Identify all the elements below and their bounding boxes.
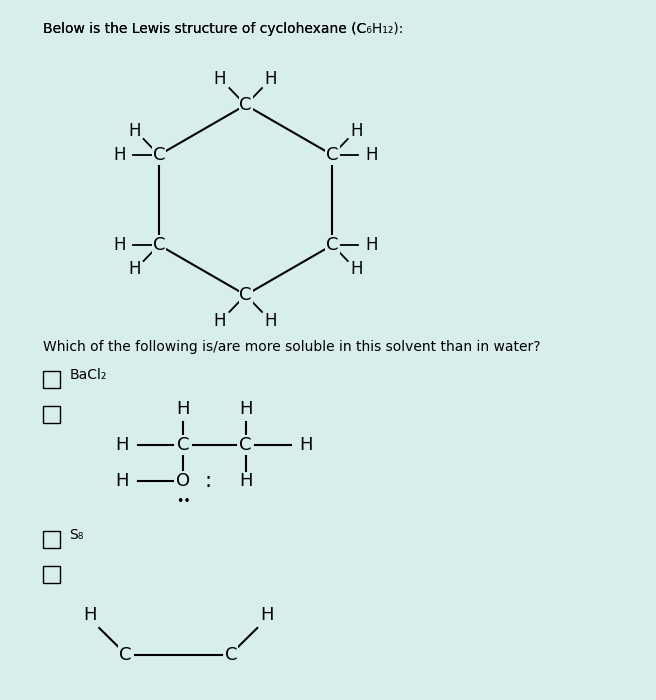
Text: H: H <box>300 436 313 454</box>
Text: H: H <box>350 260 363 279</box>
Text: H: H <box>239 473 253 491</box>
Text: C: C <box>177 436 190 454</box>
Text: H: H <box>350 122 363 140</box>
Bar <box>43 406 60 423</box>
Text: :: : <box>204 471 211 491</box>
Text: ••: •• <box>176 495 190 508</box>
Text: C: C <box>119 646 131 664</box>
Text: H: H <box>365 236 378 254</box>
Text: C: C <box>239 436 252 454</box>
Text: C: C <box>153 146 165 164</box>
Bar <box>43 371 60 388</box>
Text: H: H <box>176 400 190 418</box>
Text: H: H <box>260 606 274 624</box>
Text: S₈: S₈ <box>70 528 84 542</box>
Text: H: H <box>115 473 129 491</box>
Text: BaCl₂: BaCl₂ <box>70 368 107 382</box>
Text: Which of the following is/are more soluble in this solvent than in water?: Which of the following is/are more solub… <box>43 340 541 354</box>
Text: C: C <box>326 236 338 254</box>
Text: H: H <box>365 146 378 164</box>
Text: H: H <box>113 236 126 254</box>
Text: C: C <box>153 236 165 254</box>
Text: H: H <box>83 606 96 624</box>
Text: O: O <box>176 473 190 491</box>
Text: Below is the Lewis structure of cyclohexane (C: Below is the Lewis structure of cyclohex… <box>43 22 367 36</box>
Text: C: C <box>239 286 252 304</box>
Text: H: H <box>113 146 126 164</box>
Text: H: H <box>214 312 226 330</box>
Text: H: H <box>129 122 141 140</box>
Text: Below is the Lewis structure of cyclohexane (C₆H₁₂):: Below is the Lewis structure of cyclohex… <box>43 22 403 36</box>
Text: H: H <box>115 436 129 454</box>
Text: H: H <box>265 70 277 88</box>
Text: H: H <box>129 260 141 279</box>
Text: C: C <box>326 146 338 164</box>
Text: H: H <box>239 400 253 418</box>
Bar <box>43 531 60 548</box>
Text: C: C <box>225 646 237 664</box>
Text: C: C <box>239 96 252 114</box>
Text: H: H <box>265 312 277 330</box>
Bar <box>43 566 60 583</box>
Text: H: H <box>214 70 226 88</box>
